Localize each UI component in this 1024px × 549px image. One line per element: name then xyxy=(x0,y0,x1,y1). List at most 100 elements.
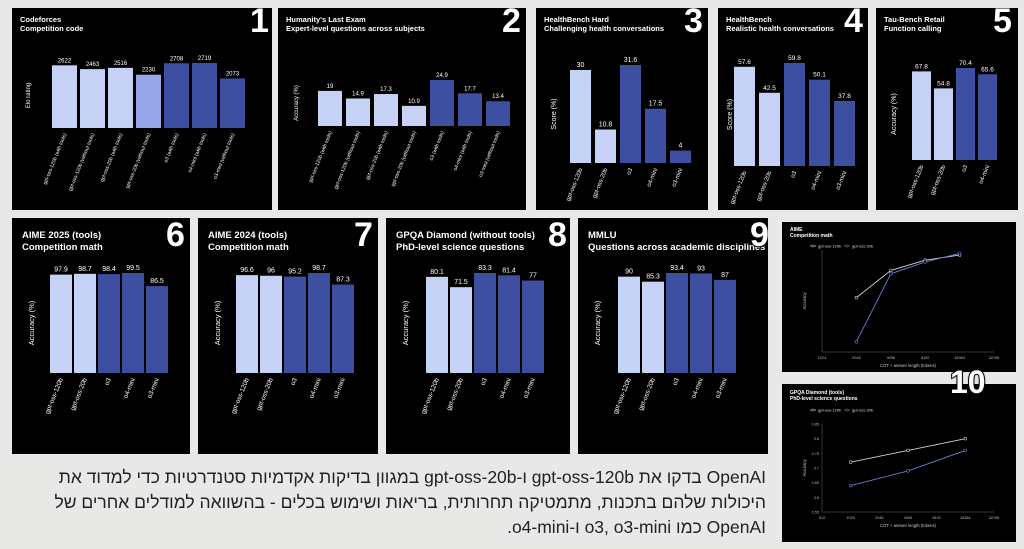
bar-3 xyxy=(645,108,666,163)
panel-number-badge: 1 xyxy=(249,8,270,41)
x-tick-label-5: o4-mini (with tools) xyxy=(453,130,474,171)
x-tick-label-2: 2048 xyxy=(875,516,883,520)
y-tick-label-4: 0.75 xyxy=(812,452,819,456)
chart-panel-tau-bench-retail: Accuracy (%) 67.8 gpt-oss-120b 54.8 gpt-oss-… xyxy=(876,8,1018,210)
chart-subtitle-text: Questions across academic disciplines xyxy=(588,241,766,253)
bar-0 xyxy=(318,90,342,126)
panel-number-badge: 7 xyxy=(353,218,374,255)
x-tick-label-1: gpt-oss-20b xyxy=(70,377,89,412)
y-tick-label-5: 0.8 xyxy=(814,437,819,441)
data-label-4: 4 xyxy=(679,143,683,150)
hebrew-caption: OpenAI בדקו את gpt-oss-120b ו-gpt-oss-20… xyxy=(54,467,766,537)
chart-title: Tau-Bench Retail Function calling xyxy=(884,15,945,34)
x-tick-label-0: 512 xyxy=(819,516,825,520)
x-tick-label-5: 32768 xyxy=(989,356,1000,360)
chart-subtitle-text: Challenging health conversations xyxy=(544,24,665,34)
data-label-2: 98.4 xyxy=(102,266,116,273)
x-tick-label-3: gpt-oss-20b (without tools) xyxy=(390,130,418,187)
bar-1 xyxy=(260,275,282,373)
chart-title-text: Codeforces xyxy=(20,15,62,24)
bar-0 xyxy=(570,69,591,163)
x-tick-label-0: gpt-oss-120b xyxy=(420,377,441,415)
data-label-3: 17.5 xyxy=(649,101,663,108)
y-tick-label-1: 0.6 xyxy=(814,496,819,500)
series-1-point-3 xyxy=(957,251,962,256)
bar-3 xyxy=(122,273,144,373)
chart-svg-4: Score (%) 57.6 gpt-oss-120b 42.5 gpt-oss-20b… xyxy=(727,55,855,205)
x-tick-label-4: o3-mini xyxy=(146,377,160,399)
series-line-1 xyxy=(855,252,960,343)
x-tick-label-3: o4-mini xyxy=(646,168,659,189)
chart-subtitle-text: Competition math xyxy=(208,241,289,253)
series-0-point-0 xyxy=(848,460,853,464)
chart-title-text: HealthBench Hard xyxy=(544,15,610,24)
chart-panel-gpqa-line: 512 1024 2048 4096 8192 16384 32768 0.55 0.6 0.65… xyxy=(782,384,1016,542)
data-label-0: 19 xyxy=(327,84,334,90)
chart-subtitle-text: Realistic health conversations xyxy=(726,24,834,34)
x-tick-label-2: o3 xyxy=(961,164,969,173)
y-axis-label: Score (%) xyxy=(727,99,734,130)
x-tick-label-4: o3-mini xyxy=(671,168,684,189)
data-label-1: 42.5 xyxy=(763,85,776,92)
x-tick-label-5: 16384 xyxy=(960,516,971,520)
data-label-0: 2622 xyxy=(58,58,72,64)
y-axis-label: Accuracy (%) xyxy=(213,300,222,345)
data-label-3: 2230 xyxy=(142,68,156,74)
y-axis-label: Accuracy (%) xyxy=(891,93,898,135)
bar-2 xyxy=(956,68,975,160)
data-label-1: 2463 xyxy=(86,62,100,68)
bar-0 xyxy=(734,66,755,166)
legend-marker-0 xyxy=(811,244,815,248)
data-label-0: 57.6 xyxy=(738,59,751,66)
chart-panel-codeforces: Elo rating 2622 gpt-oss-120b (with tools) 2… xyxy=(12,8,272,210)
panel-number-badge: 4 xyxy=(843,8,864,41)
chart-panel-aime-line: 1024 2048 4096 8192 16384 32768 COT + answer l… xyxy=(782,222,1016,372)
bar-3 xyxy=(809,79,830,166)
bar-4 xyxy=(164,63,189,128)
bar-0 xyxy=(50,274,72,373)
legend-marker-1 xyxy=(845,408,849,412)
bar-4 xyxy=(834,100,855,166)
data-label-2: 93.4 xyxy=(670,265,684,272)
x-tick-label-1: gpt-oss-120b (without tools) xyxy=(333,130,362,190)
x-tick-label-4: o3-mini xyxy=(522,377,536,399)
x-tick-label-1: gpt-oss-120b (without tools) xyxy=(68,132,97,192)
series-line-1 xyxy=(850,449,966,487)
data-label-2: 2516 xyxy=(114,61,128,67)
y-axis-label: Accuracy xyxy=(802,291,807,309)
chart-title-text: GPQA Diamond (without tools) xyxy=(396,230,535,241)
data-label-3: 81.4 xyxy=(502,267,516,274)
series-0-point-1 xyxy=(906,448,910,453)
x-axis-label: COT + answer length (tokens) xyxy=(880,523,937,528)
chart-svg-7: Accuracy (%) 96.6 gpt-oss-120b 96 gpt-oss-20… xyxy=(213,265,354,415)
series-1-point-1 xyxy=(889,272,893,276)
series-1-point-0 xyxy=(848,483,853,488)
bar-2 xyxy=(98,274,120,373)
data-label-2: 59.8 xyxy=(788,55,801,62)
y-tick-label-6: 0.85 xyxy=(812,423,819,427)
legend-marker-1 xyxy=(845,244,849,248)
data-label-6: 13.4 xyxy=(492,94,504,100)
legend-marker-0 xyxy=(811,408,815,412)
data-label-0: 30 xyxy=(577,62,585,69)
x-tick-label-4: 16384 xyxy=(954,356,965,360)
chart-svg-2: Accuracy (%) 19 gpt-oss-120b (with tools) 1… xyxy=(294,73,510,190)
x-tick-label-0: gpt-oss-120b xyxy=(566,167,585,202)
x-tick-label-2: o3 xyxy=(480,377,489,387)
legend-label-0: gpt-oss-120b xyxy=(818,408,842,413)
data-label-4: 77 xyxy=(529,273,537,280)
x-tick-label-1: gpt-oss-20b xyxy=(446,377,465,412)
x-tick-label-2: o3 xyxy=(104,377,113,387)
bar-1 xyxy=(346,98,370,126)
bar-4 xyxy=(714,279,736,373)
chart-svg-6: Accuracy (%) 97.9 gpt-oss-120b 98.7 gpt-oss-… xyxy=(27,265,168,415)
chart-subtitle-text: Expert-level questions across subjects xyxy=(286,24,425,34)
x-tick-label-5: o4-mini (with tools) xyxy=(187,132,208,173)
chart-title: HealthBench Hard Challenging health conve… xyxy=(544,15,664,34)
chart-title: AIME 2025 (tools) Competition math xyxy=(22,230,103,254)
bar-1 xyxy=(595,129,616,163)
legend-label-1: gpt-oss-20b xyxy=(852,408,874,413)
bar-6 xyxy=(486,101,510,126)
chart-svg-1: Elo rating 2622 gpt-oss-120b (with tools) 2… xyxy=(26,56,245,192)
panel-number-badge: 5 xyxy=(992,8,1013,41)
